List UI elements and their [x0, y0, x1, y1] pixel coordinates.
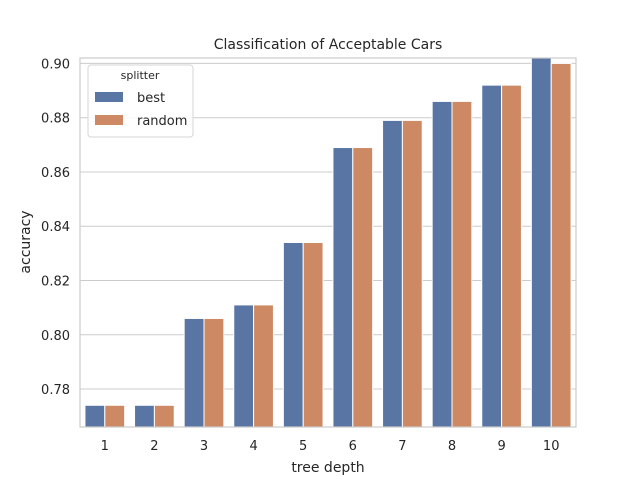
y-tick-label: 0.82: [41, 274, 70, 289]
legend-label-best: best: [137, 91, 165, 106]
bar-random-2: [153, 404, 175, 428]
x-tick-label: 1: [101, 439, 109, 454]
bar-random-7: [401, 119, 423, 428]
bar-best-8: [431, 100, 453, 428]
y-ticks: 0.78 0.80 0.82 0.84 0.86 0.88 0.90: [41, 57, 70, 398]
bar-best-4: [233, 304, 255, 428]
x-ticks: 1 2 3 4 5 6 7 8 9 10: [101, 439, 560, 454]
bar-best-10: [530, 57, 552, 428]
x-tick-label: 6: [349, 439, 357, 454]
y-tick-label: 0.86: [41, 166, 70, 181]
chart-title: Classification of Acceptable Cars: [214, 37, 443, 53]
bars: [84, 57, 572, 428]
legend-swatch-best: [95, 92, 123, 102]
bar-random-5: [302, 242, 324, 428]
bar-random-3: [203, 317, 225, 428]
legend: splitter best random: [87, 64, 194, 138]
x-tick-label: 5: [299, 439, 307, 454]
x-tick-label: 7: [398, 439, 406, 454]
bar-best-2: [134, 404, 155, 428]
bar-best-3: [183, 317, 205, 428]
bar-best-1: [84, 404, 106, 428]
x-tick-label: 8: [448, 439, 456, 454]
x-axis-label: tree depth: [291, 460, 364, 476]
legend-label-random: random: [137, 114, 187, 129]
bar-best-7: [382, 119, 403, 428]
y-tick-label: 0.88: [41, 112, 70, 127]
bar-best-5: [282, 242, 304, 428]
legend-swatch-random: [95, 115, 123, 125]
bar-random-6: [352, 147, 374, 428]
bar-best-6: [332, 147, 354, 428]
x-tick-label: 2: [150, 439, 158, 454]
y-tick-label: 0.80: [41, 329, 70, 344]
y-axis-label: accuracy: [18, 210, 34, 273]
x-tick-label: 10: [543, 439, 560, 454]
plot-frame: [79, 57, 577, 428]
x-tick-label: 9: [497, 439, 505, 454]
legend-title: splitter: [121, 69, 160, 82]
y-tick-label: 0.84: [41, 220, 70, 235]
bar-random-10: [550, 62, 572, 428]
bar-random-4: [253, 304, 274, 428]
bar-random-8: [451, 100, 473, 428]
y-tick-label: 0.78: [41, 383, 70, 398]
bar-random-1: [104, 404, 126, 428]
bar-random-9: [501, 84, 522, 428]
x-tick-label: 4: [249, 439, 257, 454]
y-tick-label: 0.90: [41, 57, 70, 72]
x-tick-label: 3: [200, 439, 208, 454]
bar-best-9: [481, 84, 503, 428]
